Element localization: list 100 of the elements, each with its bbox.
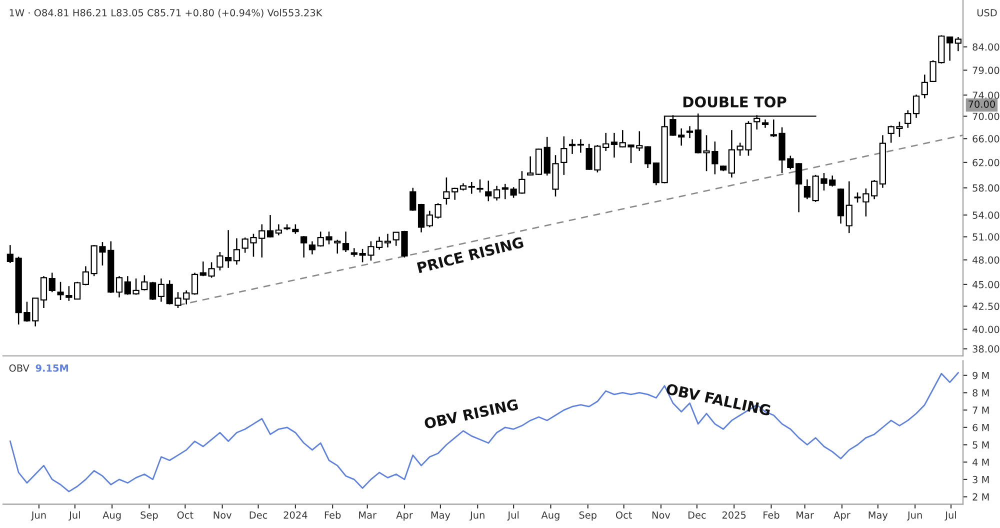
x-tick-label: Oct [616, 511, 632, 519]
candlestick [300, 235, 308, 258]
y-tick-label: 38.00 [972, 345, 1000, 353]
candlestick [476, 178, 484, 194]
y-tick-label: 5 M [972, 441, 989, 449]
y-axis-title: USD [977, 9, 997, 16]
candlestick [74, 281, 81, 300]
y-tick-label: 62.00 [972, 158, 1000, 166]
y-tick-label: 54.00 [972, 212, 1000, 219]
y-tick-label: 4 M [972, 458, 989, 466]
annotation: PRICE RISING [416, 236, 524, 274]
annotation: OBV FALLING [666, 383, 771, 416]
candlestick [728, 129, 735, 178]
x-tick-label: Dec [688, 511, 706, 519]
candlestick [82, 266, 90, 286]
candlestick [652, 162, 660, 186]
candlestick [577, 138, 584, 154]
candlestick [485, 180, 492, 202]
y-tick-label: 66.00 [972, 135, 1000, 142]
candlestick [292, 224, 299, 234]
y-tick-label: 84.00 [972, 43, 1000, 51]
x-tick-label: Aug [102, 511, 121, 521]
y-tick-label: 45.00 [972, 280, 1000, 288]
y-tick-label: 42.50 [972, 302, 1000, 310]
candlestick [560, 136, 568, 176]
candlestick [275, 224, 282, 236]
x-tick-label: Mar [359, 511, 377, 519]
candlestick [410, 187, 416, 212]
candlestick [921, 74, 928, 99]
text: 1W · O84.81 H86.21 L83.05 C85.71 +0.80 (+0.94%) Vol553.23K [10, 8, 322, 18]
candlestick [644, 146, 652, 169]
candlestick [418, 203, 425, 233]
y-tick-label: 9 M [972, 372, 989, 380]
candlestick [342, 230, 350, 253]
x-tick-label: Sep [140, 511, 158, 521]
y-tick-label: 3 M [972, 476, 989, 484]
y-tick-label: 74.00 [972, 92, 1000, 99]
x-tick-label: Jun [30, 511, 46, 521]
x-tick-label: Apr [396, 511, 413, 521]
candlestick [912, 94, 920, 119]
candlestick [334, 239, 341, 254]
y-tick-label: 51.00 [972, 233, 1000, 241]
candlestick [308, 240, 316, 255]
candlestick [150, 281, 156, 301]
y-tick-label: 40.00 [972, 326, 1000, 334]
y-tick-label: 2 M [972, 493, 989, 500]
candlestick [904, 110, 912, 128]
x-tick-label: Oct [177, 511, 194, 519]
x-tick-label: Jul [944, 511, 956, 521]
x-tick-label: May [431, 511, 450, 521]
candlestick [216, 251, 224, 271]
candlestick [191, 272, 198, 296]
candlestick [795, 162, 802, 213]
x-tick-label: Apr [834, 511, 850, 521]
candlestick [6, 244, 14, 264]
candlestick [468, 181, 475, 194]
y-tick-label: 7 M [972, 406, 989, 414]
x-tick-label: Jul [68, 511, 80, 521]
y-tick-label: 79.00 [972, 66, 1000, 74]
candlestick [527, 156, 534, 176]
y-tick-label: 6 M [972, 424, 989, 432]
candlestick [686, 126, 694, 139]
candlestick [158, 278, 165, 302]
candlestick [141, 274, 148, 292]
x-tick-label: Nov [214, 511, 232, 519]
candlestick [946, 36, 954, 62]
candlestick [384, 233, 392, 248]
x-tick-label: Jul [507, 511, 519, 521]
x-tick-label: Mar [796, 511, 814, 519]
x-tick-label: Sep [579, 511, 596, 521]
x-tick-label: Aug [541, 511, 560, 521]
candlestick [871, 179, 878, 200]
candlestick [48, 272, 56, 293]
candlestick [568, 138, 576, 155]
candlestick [233, 238, 240, 266]
x-tick-label: May [868, 511, 888, 521]
annotation: DOUBLE TOP [683, 96, 786, 108]
y-tick-label: 58.00 [972, 184, 1000, 192]
chart-subtitle: 9.15M [36, 364, 68, 372]
candlestick [954, 36, 962, 52]
x-tick-label: Dec [250, 511, 268, 519]
candlestick [804, 178, 811, 200]
annotation: OBV RISING [424, 398, 518, 430]
x-tick-label: Nov [652, 511, 670, 519]
y-tick-label: 70.00 [972, 112, 1000, 120]
x-tick-label: 2024 [284, 511, 308, 519]
x-tick-label: 2025 [722, 511, 746, 519]
chart-title: OBV [9, 364, 30, 372]
candlestick [610, 132, 618, 158]
candlestick [846, 180, 852, 234]
line-series [9, 372, 959, 492]
y-tick-label: 8 M [972, 389, 989, 397]
candlestick [493, 185, 500, 202]
candlestick [116, 275, 123, 298]
candlestick [225, 230, 232, 269]
x-tick-label: Feb [764, 511, 780, 519]
x-tick-label: Jun [470, 511, 484, 521]
candlestick [754, 114, 760, 130]
candlestick [266, 214, 274, 238]
candlestick [40, 275, 48, 309]
